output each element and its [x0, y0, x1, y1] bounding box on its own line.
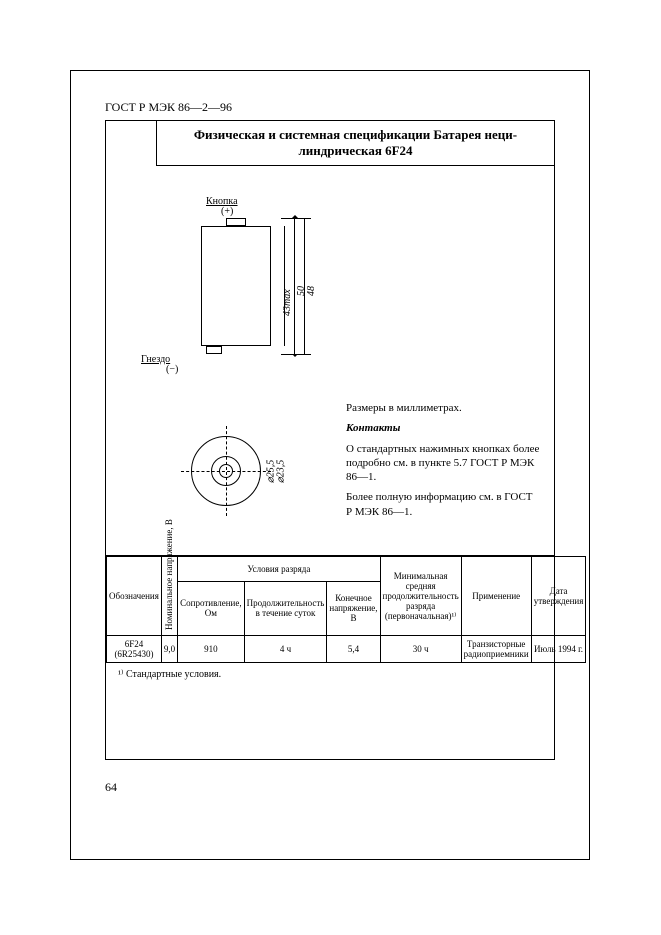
diagram-area: Кнопка (+) Гнездо (−) 43max 50 48 ⌀25,5 …: [106, 166, 554, 556]
label-minus: (−): [166, 364, 178, 375]
battery-body: [201, 226, 271, 346]
dim-48: 48: [306, 286, 317, 296]
cell-designation: 6F24 (6R25430): [107, 636, 162, 663]
battery-side-view: Кнопка (+) Гнездо (−) 43max 50 48: [176, 196, 326, 396]
cell-nominal-v: 9,0: [161, 636, 177, 663]
th-date: Дата утверждения: [531, 557, 586, 636]
th-nominal-v: Номинальное напряжение, В: [161, 557, 177, 636]
note-contacts-1: О стандартных нажимных кнопках более под…: [346, 442, 541, 485]
spec-table: Обозначения Номинальное напряжение, В Ус…: [106, 556, 586, 663]
battery-top-view: ⌀25,5 ⌀23,5: [181, 426, 281, 526]
dim-line-43: [284, 226, 285, 346]
dim-diam-235: ⌀23,5: [275, 460, 286, 484]
th-application: Применение: [461, 557, 531, 636]
table-footnote: ¹⁾ Стандартные условия.: [106, 663, 554, 686]
dim-ext-top: [281, 218, 311, 219]
th-discharge: Условия разряда: [178, 557, 380, 582]
cell-duration: 4 ч: [244, 636, 327, 663]
th-designation: Обозначения: [107, 557, 162, 636]
cell-resistance: 910: [178, 636, 244, 663]
th-min-avg: Минимальная средняя продолжительность ра…: [380, 557, 461, 636]
cell-end-v: 5,4: [327, 636, 380, 663]
centerline-v: [226, 426, 227, 516]
note-contacts-heading: Контакты: [346, 421, 541, 435]
dim-line-50: [294, 218, 295, 354]
note-sizes: Размеры в миллиметрах.: [346, 401, 541, 415]
title-line-2: линдрическая 6F24: [298, 143, 412, 158]
cell-min-avg: 30 ч: [380, 636, 461, 663]
cell-date: Июль 1994 г.: [531, 636, 586, 663]
page-number: 64: [105, 780, 117, 795]
top-contact: [226, 218, 246, 226]
note-contacts-2: Более полную информацию см. в ГОСТ Р МЭК…: [346, 490, 541, 519]
th-resistance: Сопротивление, Ом: [178, 581, 244, 635]
label-plus: (+): [221, 206, 233, 217]
document-code: ГОСТ Р МЭК 86—2—96: [105, 100, 232, 115]
spec-title: Физическая и системная спецификации Бата…: [156, 121, 554, 166]
table-row: 6F24 (6R25430) 9,0 910 4 ч 5,4 30 ч Тран…: [107, 636, 586, 663]
dim-43max: 43max: [282, 289, 293, 316]
cell-application: Транзисторные радиоприемники: [461, 636, 531, 663]
bottom-contact: [206, 346, 222, 354]
th-end-v: Конечное напряжение, В: [327, 581, 380, 635]
notes-block: Размеры в миллиметрах. Контакты О станда…: [346, 401, 541, 525]
th-duration: Продолжительность в течение суток: [244, 581, 327, 635]
spec-frame: Физическая и системная спецификации Бата…: [105, 120, 555, 760]
title-line-1: Физическая и системная спецификации Бата…: [194, 127, 517, 142]
